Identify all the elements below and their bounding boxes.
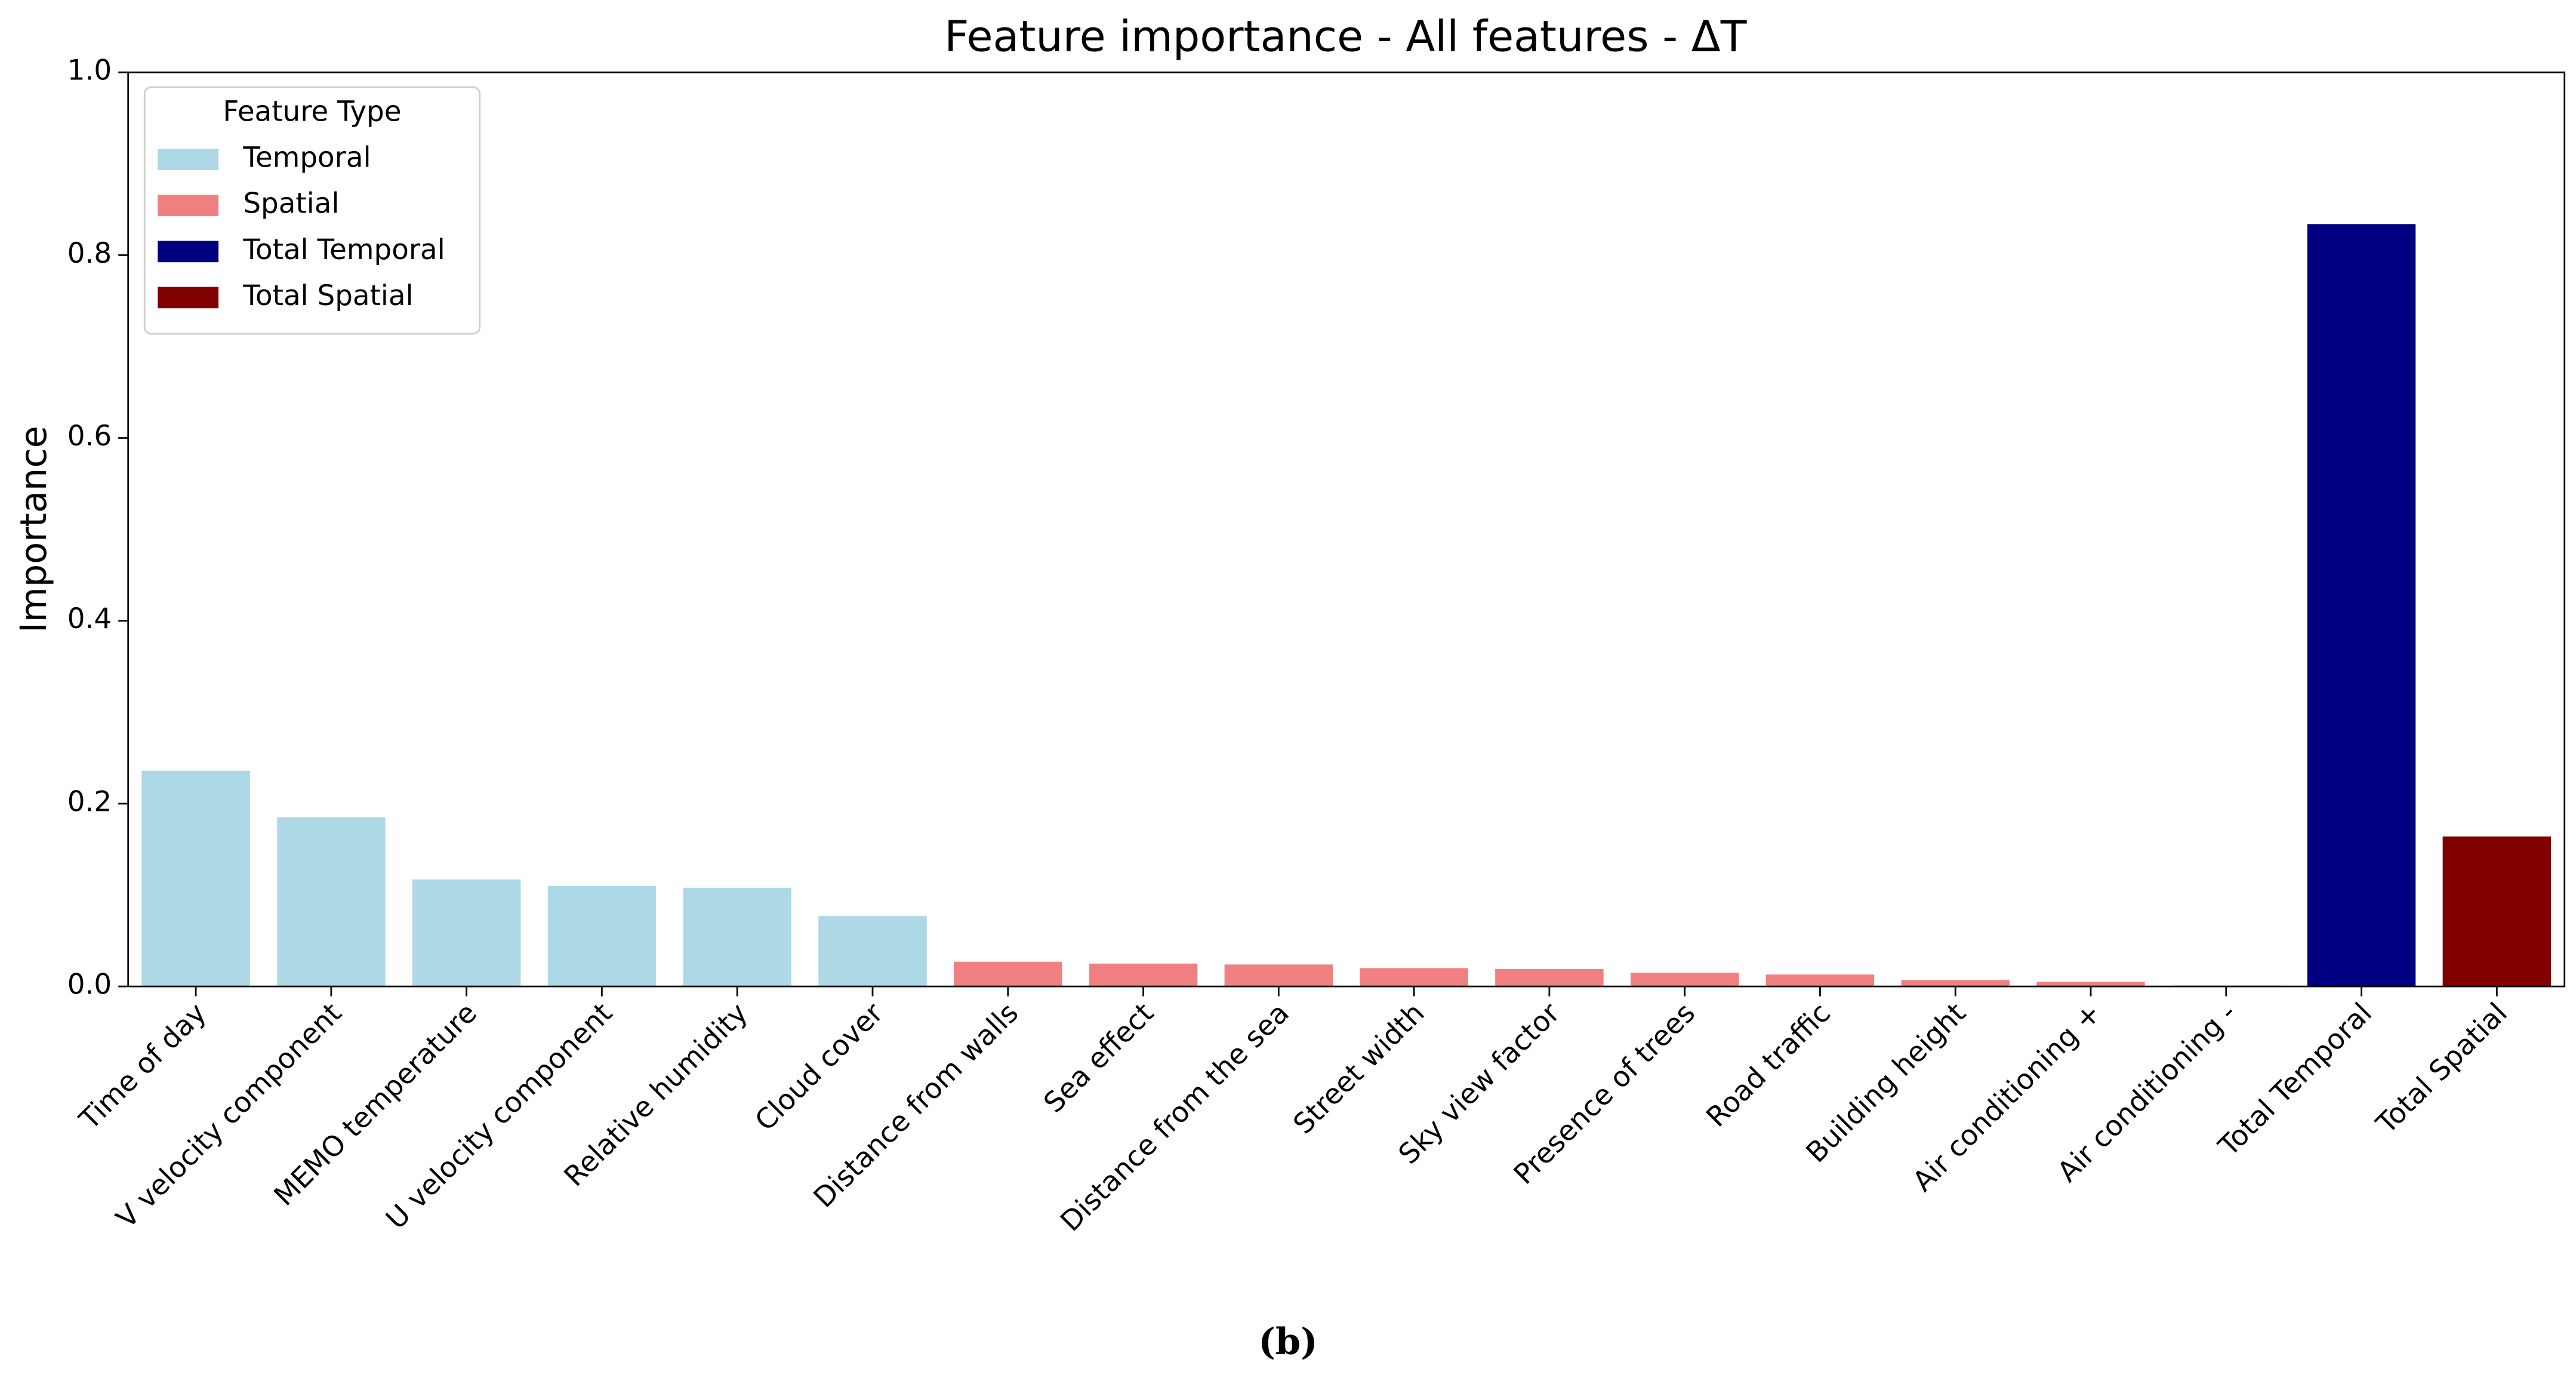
- bar: [1495, 969, 1604, 987]
- x-tick-label: Road traffic: [1700, 997, 1837, 1134]
- bar: [547, 885, 657, 987]
- legend-label: Total Temporal: [242, 234, 445, 266]
- bar: [1765, 974, 1875, 987]
- x-tick-label: Sea effect: [1038, 997, 1160, 1119]
- x-tick-label: Total Spatial: [2370, 997, 2514, 1141]
- chart-title: Feature importance - All features - ΔT: [944, 12, 1746, 61]
- legend-box: [143, 86, 481, 335]
- y-tick-label: 0.8: [67, 238, 112, 270]
- x-tick-label: V velocity component: [110, 997, 348, 1235]
- x-tick-label: Cloud cover: [749, 996, 890, 1137]
- bar: [954, 961, 1062, 987]
- legend: Feature Type Temporal Spatial Total Tempora…: [143, 86, 481, 335]
- x-tick-label: Time of day: [73, 997, 213, 1137]
- bar: [1630, 973, 1739, 987]
- bar: [1089, 963, 1198, 987]
- x-tick-label: Distance from the sea: [1055, 997, 1296, 1238]
- legend-label: Temporal: [242, 142, 371, 174]
- legend-swatch: [158, 287, 219, 309]
- y-tick-label: 0.6: [67, 420, 112, 453]
- legend-swatch: [158, 149, 219, 170]
- bar: [412, 879, 521, 987]
- x-tick-label: U velocity component: [380, 997, 619, 1236]
- bar: [1224, 964, 1333, 987]
- y-tick-label: 0.4: [67, 603, 112, 635]
- legend-swatch: [158, 195, 219, 217]
- y-axis-label: Importance: [13, 426, 55, 633]
- bar: [2442, 836, 2552, 987]
- bar: [2307, 224, 2416, 987]
- legend-label: Spatial: [243, 188, 339, 220]
- bar: [141, 770, 250, 987]
- caption: (b): [1258, 1321, 1318, 1363]
- y-tick-label: 0.2: [67, 786, 112, 818]
- legend-title: Feature Type: [223, 96, 401, 128]
- bar: [683, 887, 791, 987]
- bar: [277, 817, 386, 987]
- x-tick-label: Street width: [1287, 997, 1431, 1141]
- bar: [1901, 980, 2010, 987]
- legend-swatch: [158, 241, 219, 263]
- bar: [2036, 982, 2145, 987]
- y-tick-label: 0.0: [67, 969, 112, 1001]
- plot-frame: [127, 71, 2566, 988]
- y-tick-label: 1.0: [67, 55, 112, 87]
- bar: [1360, 968, 1468, 987]
- legend-label: Total Spatial: [242, 280, 413, 312]
- bar: [818, 916, 927, 987]
